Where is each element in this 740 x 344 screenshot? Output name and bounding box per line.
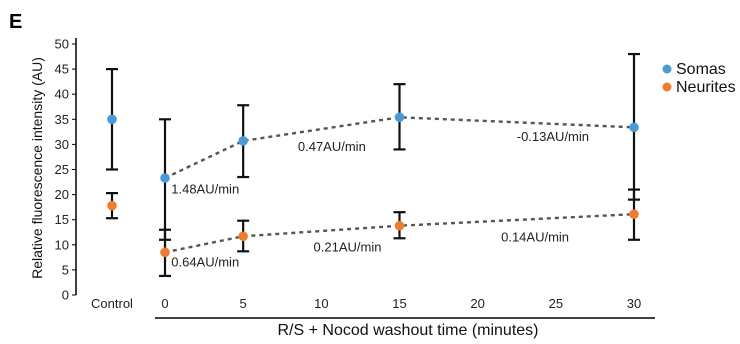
y-axis-label: Relative fluorescence intensity (AU) — [29, 57, 45, 279]
x-tick-label: 5 — [240, 296, 247, 311]
somas-trend-line — [164, 116, 635, 180]
neurites-data-point — [394, 220, 405, 231]
legend-label: Neurites — [676, 79, 736, 96]
y-tick-label: 0 — [62, 288, 69, 303]
rate-annotation: 0.64AU/min — [171, 254, 239, 269]
rate-annotation: 1.48AU/min — [171, 182, 239, 197]
legend-marker — [662, 64, 672, 74]
control-label: Control — [91, 296, 133, 311]
y-tick-label: 30 — [55, 137, 69, 152]
x-tick-label: 15 — [392, 296, 406, 311]
y-tick-label: 20 — [55, 187, 69, 202]
legend-marker — [662, 82, 672, 92]
rate-annotation: -0.13AU/min — [517, 129, 589, 144]
rate-annotation: 0.47AU/min — [298, 139, 366, 154]
neurites-trend-line — [164, 212, 635, 254]
y-tick-label: 25 — [55, 162, 69, 177]
x-tick-label: 30 — [627, 296, 641, 311]
neurites-data-point — [238, 231, 248, 242]
somas-data-point — [629, 122, 639, 133]
x-tick-label: 10 — [314, 296, 328, 311]
somas-data-point — [238, 136, 248, 146]
x-tick-label: 25 — [549, 296, 563, 311]
legend-label: Somas — [676, 61, 726, 78]
rate-annotation: 0.14AU/min — [501, 229, 569, 244]
x-tick-label: 0 — [161, 296, 168, 311]
y-tick-label: 15 — [55, 212, 69, 227]
somas-data-point — [160, 173, 170, 183]
y-tick-label: 40 — [55, 87, 69, 102]
y-tick-label: 50 — [55, 37, 69, 52]
x-axis-label: R/S + Nocod washout time (minutes) — [278, 322, 539, 339]
y-tick-label: 45 — [55, 62, 69, 77]
somas-control-point — [107, 114, 117, 125]
somas-data-point — [394, 112, 405, 123]
y-tick-label: 10 — [55, 237, 69, 252]
rate-annotation: 0.21AU/min — [314, 239, 382, 254]
y-tick-label: 5 — [62, 262, 69, 277]
neurites-control-point — [107, 200, 117, 211]
neurites-data-point — [629, 209, 639, 219]
y-tick-label: 35 — [55, 112, 69, 127]
x-tick-label: 20 — [470, 296, 484, 311]
panel-label: E — [9, 11, 22, 33]
neurites-data-point — [160, 247, 170, 258]
